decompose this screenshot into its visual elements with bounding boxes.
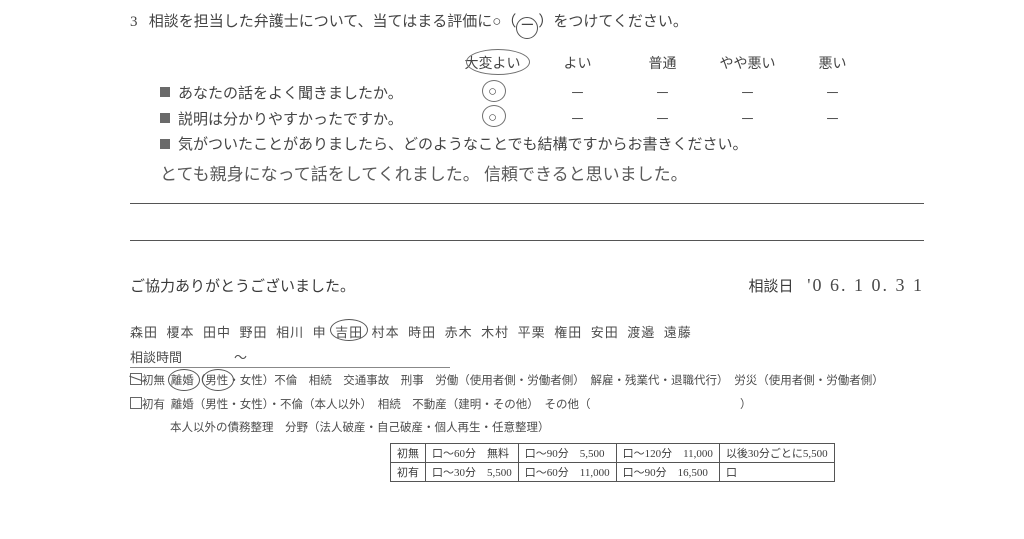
name-item: 遠藤: [664, 325, 692, 340]
eval-col-3: やや悪い: [705, 53, 790, 73]
consult-time-row: 相談時間 ～: [130, 347, 450, 368]
table-row: 初有 口～30分 5,500 口～60分 11,000 口～90分 16,500…: [391, 462, 835, 481]
eval-cell: －: [705, 82, 790, 103]
checkbox-hatsuari: [130, 397, 142, 409]
eval-cell: －: [790, 82, 875, 103]
rule-line: [130, 203, 924, 204]
cat-circled: 離婚: [171, 372, 194, 392]
question-3-heading: 3 相談を担当した弁護士について、当てはまる評価に○（ー）をつけてください。: [130, 10, 924, 39]
date-label: 相談日: [748, 279, 793, 295]
name-item: 野田: [240, 325, 268, 340]
eval-cell: －: [535, 108, 620, 129]
evaluation-grid: 大変よい よい 普通 やや悪い 悪い あなたの話をよく聞きましたか。 ○ － －…: [160, 53, 924, 154]
consult-time-label: 相談時間: [130, 350, 182, 365]
thanks-text: ご協力ありがとうございました。: [130, 275, 355, 296]
name-item: 村本: [372, 325, 400, 340]
lawyer-names-row: 森田 榎本 田中 野田 相川 申 吉田 村本 時田 赤木 木村 平栗 権田 安田…: [130, 322, 924, 341]
name-item: 田中: [203, 325, 231, 340]
price-cell: 初有: [391, 462, 426, 481]
hand-circle-header: [466, 49, 530, 75]
name-item: 榎本: [167, 325, 195, 340]
q3-inline-mark: ー: [516, 17, 538, 39]
name-item: 時田: [408, 325, 436, 340]
name-item: 申: [313, 325, 327, 340]
name-item: 森田: [130, 325, 158, 340]
eval-col-4: 悪い: [790, 53, 875, 73]
cat-line3-text: 本人以外の債務整理 分野（法人破産・自己破産・個人再生・任意整理）: [170, 422, 550, 434]
cat-line2-text: 離婚（男性・女性）・不倫（本人以外） 相続 不動産（建明・その他） その他（ ）: [171, 399, 752, 411]
eval-row-1-label: 説明は分かりやすかったですか。: [178, 108, 450, 129]
name-item-circled: 吉田: [335, 322, 363, 341]
price-cell: 口: [719, 462, 834, 481]
q3-text-b: ）をつけてください。: [538, 14, 688, 30]
q3-text-a: 相談を担当した弁護士について、当てはまる評価に○（: [149, 14, 517, 30]
eval-cell: －: [535, 82, 620, 103]
square-bullet-icon: [160, 137, 178, 151]
category-row-3: 本人以外の債務整理 分野（法人破産・自己破産・個人再生・任意整理）: [170, 419, 924, 439]
name-item: 相川: [276, 325, 304, 340]
eval-row-0-label: あなたの話をよく聞きましたか。: [178, 82, 450, 103]
price-cell: 口～60分 11,000: [518, 462, 616, 481]
checkbox-hatsumu: [130, 373, 142, 385]
category-row-2: 初有 離婚（男性・女性）・不倫（本人以外） 相続 不動産（建明・その他） その他…: [130, 396, 924, 416]
square-bullet-icon: [160, 85, 178, 99]
price-cell: 以後30分ごとに5,500: [719, 443, 834, 462]
date-value: '0 6. 1 0. 3 1: [807, 275, 924, 295]
name-item: 平栗: [518, 325, 546, 340]
price-cell: 口～90分 5,500: [518, 443, 616, 462]
eval-cell: －: [620, 82, 705, 103]
eval-header-row: 大変よい よい 普通 やや悪い 悪い: [160, 53, 924, 73]
price-cell: 口～60分 無料: [426, 443, 519, 462]
cat-circled: 男性: [205, 372, 228, 392]
price-cell: 口～30分 5,500: [426, 462, 519, 481]
price-cell: 口～120分 11,000: [616, 443, 719, 462]
price-cell: 初無: [391, 443, 426, 462]
date-block: 相談日 '0 6. 1 0. 3 1: [748, 275, 924, 296]
eval-col-2: 普通: [620, 53, 705, 73]
eval-cell: －: [790, 108, 875, 129]
eval-cell: －: [620, 108, 705, 129]
footer-thanks-row: ご協力ありがとうございました。 相談日 '0 6. 1 0. 3 1: [130, 275, 924, 296]
price-table: 初無 口～60分 無料 口～90分 5,500 口～120分 11,000 以後…: [390, 443, 835, 482]
eval-comment-row: 気がついたことがありましたら、どのようなことでも結構ですからお書きください。: [160, 133, 924, 154]
eval-comment-label: 気がついたことがありましたら、どのようなことでも結構ですからお書きください。: [178, 133, 748, 154]
handwritten-comment: とても親身になって話をしてくれました。 信頼できると思いました。: [160, 160, 924, 185]
hand-circle-row1: [482, 105, 506, 127]
table-row: 初無 口～60分 無料 口～90分 5,500 口～120分 11,000 以後…: [391, 443, 835, 462]
price-cell: 口～90分 16,500: [616, 462, 719, 481]
rule-line: [130, 240, 924, 241]
hand-circle-row0: [482, 80, 506, 102]
square-bullet-icon: [160, 111, 178, 125]
consult-time-tilde: ～: [234, 350, 247, 365]
checkbox-hatsumu-label: 初無: [142, 375, 165, 387]
q3-number: 3: [130, 14, 138, 30]
eval-cell: －: [705, 108, 790, 129]
category-row-1: 初無 離婚（男性・女性）不倫 相続 交通事故 刑事 労働（使用者側・労働者側） …: [130, 372, 924, 392]
eval-row-0: あなたの話をよく聞きましたか。 ○ － － － －: [160, 79, 924, 105]
checkbox-hatsuari-label: 初有: [142, 399, 165, 411]
eval-row-1: 説明は分かりやすかったですか。 ○ － － － －: [160, 105, 924, 131]
name-item: 木村: [481, 325, 509, 340]
eval-col-1: よい: [535, 53, 620, 73]
name-item: 赤木: [445, 325, 473, 340]
name-item: 渡邉: [627, 325, 655, 340]
name-item: 権田: [554, 325, 582, 340]
name-item: 安田: [591, 325, 619, 340]
